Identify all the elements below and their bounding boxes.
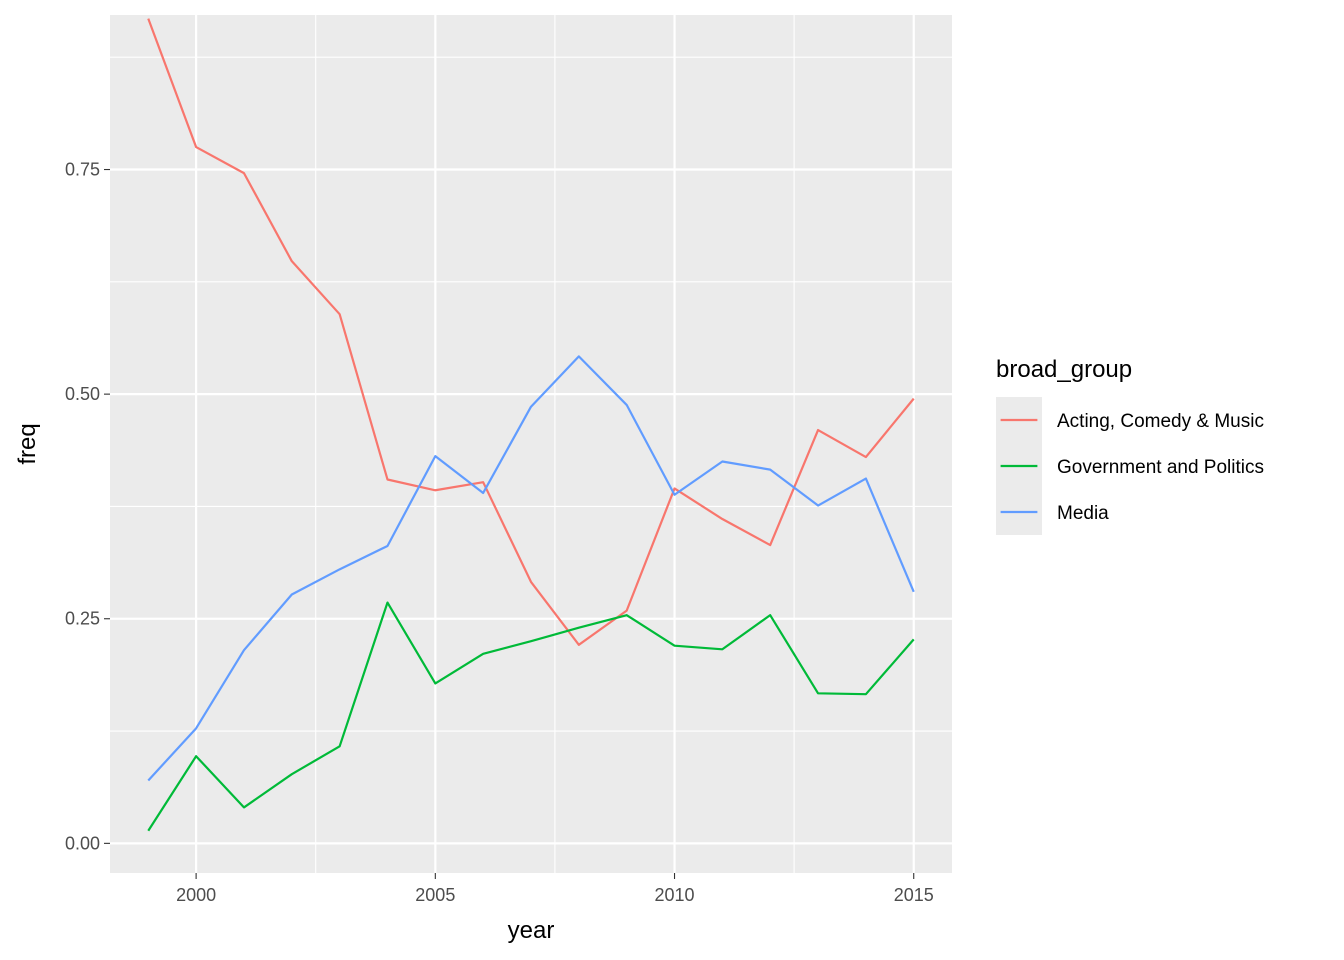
y-tick-label: 0.25 <box>65 609 100 629</box>
legend-label: Media <box>1057 503 1109 524</box>
x-tick-label: 2005 <box>415 885 455 905</box>
y-tick-label: 0.75 <box>65 160 100 180</box>
series-line-0 <box>147 18 915 646</box>
x-tick-label: 2000 <box>176 885 216 905</box>
y-axis: 0.00 0.25 0.50 0.75 <box>65 160 110 853</box>
x-tick-label: 2015 <box>894 885 934 905</box>
y-tick-label: 0.50 <box>65 384 100 404</box>
legend: broad_group Acting, Comedy & Music Govern… <box>996 356 1264 535</box>
y-axis-title: freq <box>14 423 41 464</box>
series-line-1 <box>147 601 915 832</box>
legend-label: Acting, Comedy & Music <box>1057 411 1264 432</box>
x-tick-label: 2010 <box>654 885 694 905</box>
series-lines <box>147 18 915 832</box>
panel-background <box>110 15 952 873</box>
legend-label: Government and Politics <box>1057 457 1264 478</box>
major-gridlines <box>110 15 952 873</box>
x-axis: 2000 2005 2010 2015 <box>176 873 934 905</box>
legend-title: broad_group <box>996 356 1132 383</box>
y-tick-label: 0.00 <box>65 833 100 853</box>
series-line-2 <box>147 355 915 782</box>
x-axis-title: year <box>508 917 555 944</box>
minor-gridlines <box>110 15 952 873</box>
